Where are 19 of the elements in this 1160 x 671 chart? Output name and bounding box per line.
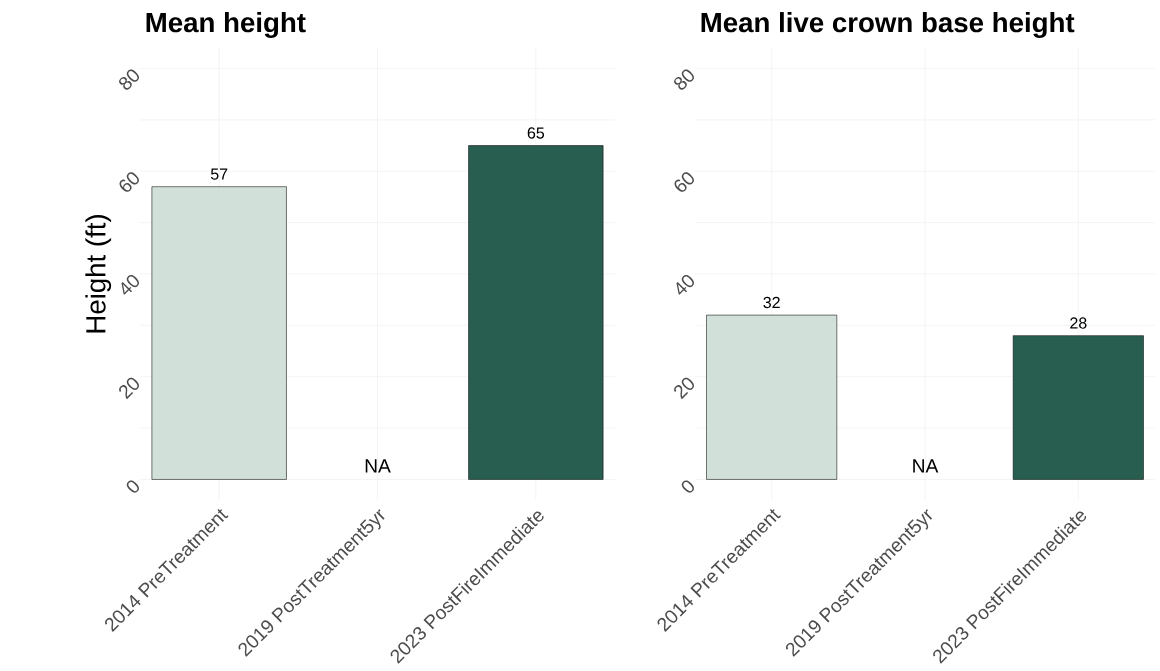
y-tick-label: 20	[674, 377, 694, 400]
text: NA	[913, 459, 939, 473]
chart-title: Mean live crown base height	[701, 12, 1075, 38]
data-label: 65	[527, 127, 545, 139]
y-axis-title: Height (ft)	[85, 215, 112, 333]
y-tick-label: 40	[676, 274, 694, 295]
chart-title: Mean height	[146, 12, 306, 38]
y-tick-label: 0	[126, 480, 139, 493]
data-label: 32	[763, 296, 780, 309]
data-label: 28	[1070, 317, 1087, 329]
y-tick-label: 0	[681, 480, 694, 493]
text: NA	[365, 459, 391, 473]
y-tick-label: 60	[119, 172, 139, 192]
y-tick-label: 80	[674, 69, 694, 90]
y-tick-label: 80	[119, 69, 139, 90]
y-tick-label: 20	[119, 377, 139, 400]
y-tick-label: 60	[674, 172, 694, 192]
y-tick-label: 40	[121, 274, 139, 295]
data-label: 57	[210, 168, 228, 180]
